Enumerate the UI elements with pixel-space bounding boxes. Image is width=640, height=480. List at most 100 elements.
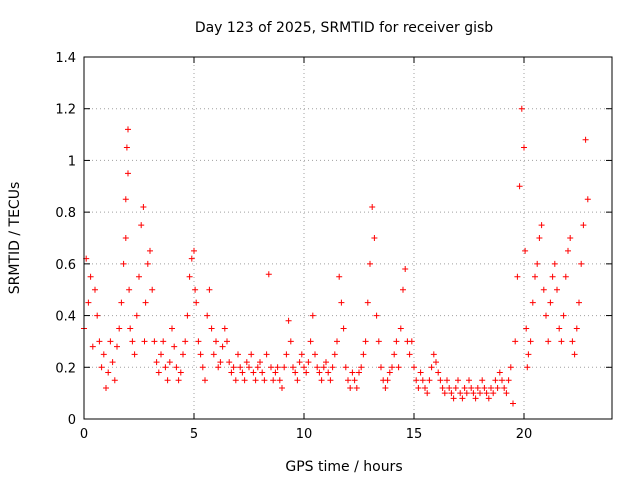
data-point [261, 377, 268, 384]
data-point [466, 377, 472, 384]
data-point [235, 351, 241, 358]
data-point [521, 144, 527, 151]
data-point [397, 325, 404, 332]
data-point [100, 351, 107, 358]
data-point [373, 312, 380, 319]
data-point [307, 338, 314, 345]
data-point [446, 384, 453, 391]
data-point [516, 183, 523, 190]
data-point [318, 377, 325, 384]
data-point [523, 325, 530, 332]
x-axis-label: GPS time / hours [285, 459, 402, 475]
data-point [494, 384, 501, 391]
data-point [217, 359, 224, 366]
data-point [228, 369, 235, 376]
data-point [430, 351, 437, 358]
data-point [298, 351, 305, 358]
data-point [141, 338, 148, 345]
data-point [406, 351, 413, 358]
data-point [111, 377, 118, 384]
data-point [391, 351, 398, 358]
data-point [331, 351, 338, 358]
data-point [362, 338, 369, 345]
data-point [459, 395, 466, 402]
data-point [142, 299, 149, 306]
data-point [444, 377, 450, 384]
data-point [171, 343, 178, 350]
data-point [268, 364, 274, 371]
data-point [400, 286, 406, 293]
data-point [92, 286, 98, 293]
data-point [415, 384, 422, 391]
x-tick-label: 15 [406, 427, 423, 442]
data-point [254, 364, 261, 371]
data-point [334, 338, 340, 345]
data-point [265, 271, 272, 278]
data-point [514, 273, 521, 280]
data-point [243, 359, 250, 366]
x-tick-label: 10 [296, 427, 313, 442]
data-point [582, 136, 589, 143]
data-point [281, 364, 288, 371]
data-point [461, 384, 468, 391]
data-point [441, 390, 448, 397]
data-point [488, 384, 494, 391]
data-point [125, 170, 131, 177]
data-point [496, 369, 503, 376]
data-point [470, 390, 477, 397]
data-point [358, 364, 365, 371]
data-point [428, 364, 435, 371]
data-point [122, 235, 129, 241]
y-tick-label: 0.6 [55, 258, 76, 273]
data-point [571, 351, 578, 358]
data-point [505, 377, 512, 384]
data-point [305, 359, 312, 366]
data-point [450, 395, 457, 402]
data-point [356, 369, 362, 376]
data-point [136, 273, 142, 280]
data-point [292, 369, 299, 376]
data-point [323, 359, 329, 366]
data-point [507, 364, 514, 371]
data-point [103, 384, 109, 391]
data-point [562, 273, 569, 280]
data-point [474, 384, 481, 391]
data-point [186, 273, 193, 280]
data-point [116, 325, 123, 332]
data-point [206, 286, 213, 293]
data-point [457, 390, 464, 397]
data-point [314, 364, 321, 371]
data-point [270, 377, 277, 384]
data-point [419, 377, 426, 384]
data-point [221, 325, 228, 332]
data-point [477, 390, 483, 397]
data-point [492, 377, 499, 384]
data-point [133, 312, 140, 319]
data-point [210, 351, 217, 358]
data-point [439, 384, 446, 391]
data-point [424, 390, 431, 397]
data-point [499, 377, 505, 384]
data-point [239, 369, 246, 376]
data-point [241, 377, 248, 384]
data-point [338, 299, 345, 306]
data-point [481, 384, 488, 391]
data-point [118, 299, 125, 306]
data-point [479, 377, 486, 384]
data-point [525, 351, 532, 358]
data-point [257, 359, 263, 366]
data-point [538, 222, 545, 229]
data-point [276, 377, 283, 384]
data-point [395, 364, 402, 371]
data-point [578, 260, 585, 267]
x-tick-label: 5 [190, 427, 198, 442]
data-point [558, 338, 565, 345]
data-point [382, 384, 389, 391]
data-point [540, 286, 547, 293]
data-point [173, 364, 180, 371]
data-point [483, 390, 490, 397]
data-point [524, 364, 531, 371]
grid-lines [84, 57, 612, 419]
data-point [195, 338, 202, 345]
data-point [182, 338, 189, 345]
